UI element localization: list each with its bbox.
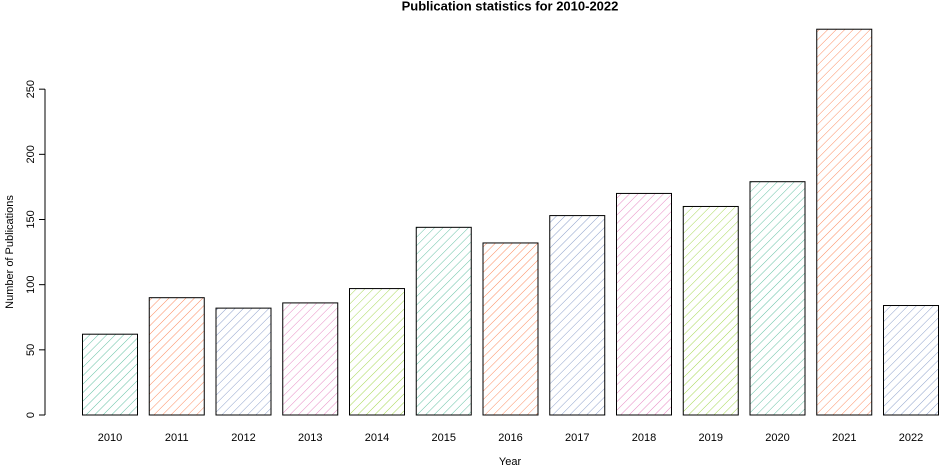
- x-axis-label: Year: [499, 456, 522, 468]
- x-tick-label: 2020: [765, 432, 789, 444]
- x-tick-label: 2010: [98, 432, 122, 444]
- bar: [482, 242, 539, 416]
- y-tick-label: 250: [25, 80, 37, 98]
- x-tick-label: 2014: [365, 432, 389, 444]
- x-tick-label: 2015: [432, 432, 456, 444]
- bar: [282, 302, 339, 416]
- y-tick-label: 100: [25, 275, 37, 293]
- x-tick-label: 2016: [498, 432, 522, 444]
- x-tick-label: 2013: [298, 432, 322, 444]
- bar: [749, 181, 806, 416]
- bar: [82, 333, 138, 416]
- x-tick-label: 2011: [165, 432, 189, 444]
- y-tick-label: 150: [25, 210, 37, 228]
- bar: [349, 288, 405, 416]
- bar: [549, 215, 606, 416]
- y-tick-label: 200: [25, 145, 37, 163]
- bar: [148, 297, 205, 416]
- x-tick-label: 2017: [565, 432, 589, 444]
- y-tick-label: 50: [25, 344, 37, 356]
- bar: [616, 192, 672, 416]
- x-tick-label: 2018: [632, 432, 656, 444]
- x-tick-label: 2012: [231, 432, 255, 444]
- y-axis-label: Number of Publications: [4, 195, 16, 309]
- bar: [682, 205, 739, 416]
- bar: [415, 226, 472, 416]
- y-tick-label: 0: [25, 412, 37, 418]
- bar: [215, 307, 272, 416]
- x-tick-label: 2021: [832, 432, 856, 444]
- x-tick-label: 2022: [899, 432, 923, 444]
- chart-title: Publication statistics for 2010-2022: [402, 0, 619, 13]
- x-tick-label: 2019: [699, 432, 723, 444]
- bar: [883, 305, 939, 416]
- bar: [816, 28, 873, 416]
